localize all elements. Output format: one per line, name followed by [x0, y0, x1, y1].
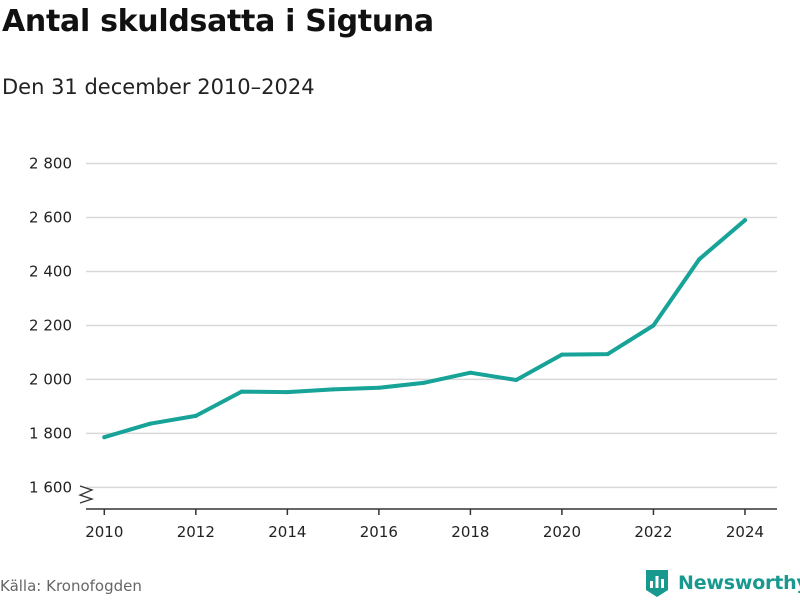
series-line-0 — [102, 218, 747, 440]
y-axis-tick-labels: 1 600 1 800 2 000 2 200 2 400 2 600 2 800 — [29, 154, 72, 496]
data-point — [514, 377, 519, 382]
data-point — [285, 390, 290, 395]
bar-chart-shield-icon — [646, 570, 668, 597]
y-tick-label: 2 400 — [29, 262, 72, 280]
x-tick-label: 2012 — [177, 523, 215, 541]
data-point — [331, 387, 336, 392]
data-point — [376, 385, 381, 390]
series-layer — [102, 218, 747, 440]
x-tick-label: 2014 — [268, 523, 306, 541]
gridlines — [86, 162, 777, 489]
data-point — [559, 352, 564, 357]
x-tick-label: 2016 — [360, 523, 398, 541]
x-tick-label: 2018 — [451, 523, 489, 541]
data-point — [102, 435, 107, 440]
source-note: Källa: Kronofogden — [0, 577, 142, 595]
brand-name: Newsworthy — [678, 572, 800, 594]
data-point — [605, 352, 610, 357]
x-tick-label: 2020 — [543, 523, 581, 541]
data-point — [422, 380, 427, 385]
y-tick-label: 2 800 — [29, 154, 72, 172]
data-point — [742, 218, 747, 223]
chart-title: Antal skuldsatta i Sigtuna — [2, 4, 434, 39]
x-tick-label: 2010 — [85, 523, 123, 541]
data-point — [697, 257, 702, 262]
data-point — [193, 413, 198, 418]
y-tick-label: 2 000 — [29, 370, 72, 388]
chart-subtitle: Den 31 december 2010–2024 — [2, 75, 315, 99]
y-tick-label: 1 800 — [29, 424, 72, 442]
brand-logo: Newsworthy — [644, 568, 800, 598]
x-axis — [78, 485, 777, 515]
y-tick-label: 1 600 — [29, 478, 72, 496]
x-tick-label: 2024 — [726, 523, 764, 541]
x-tick-label: 2022 — [634, 523, 672, 541]
zigzag-break-icon — [78, 485, 95, 504]
x-axis-tick-labels: 2010 2012 2014 2016 2018 2020 2022 2024 — [85, 523, 764, 541]
data-point — [148, 421, 153, 426]
y-tick-label: 2 600 — [29, 208, 72, 226]
line-chart: 1 600 1 800 2 000 2 200 2 400 2 600 2 800 2010… — [29, 154, 777, 541]
data-point — [239, 389, 244, 394]
data-point — [468, 370, 473, 375]
y-tick-label: 2 200 — [29, 316, 72, 334]
data-point — [651, 323, 656, 328]
